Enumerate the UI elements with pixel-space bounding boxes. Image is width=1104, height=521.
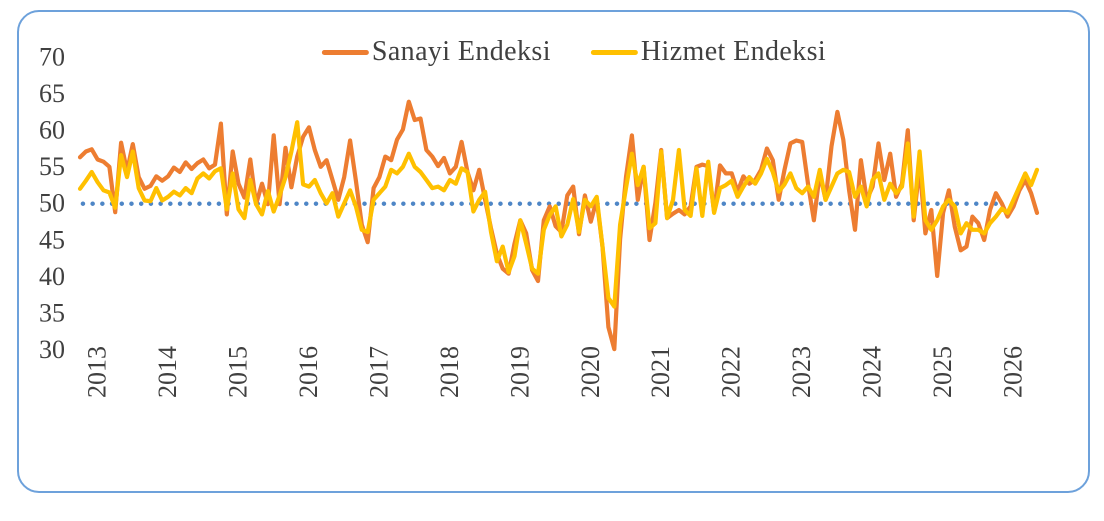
x-axis-year-label: 2026 (999, 346, 1028, 398)
y-axis-tick-label: 60 (39, 116, 65, 145)
x-axis-year-label: 2023 (787, 346, 816, 398)
legend-item-hizmet: Hizmet Endeksi (590, 36, 827, 67)
y-axis-tick-label: 35 (39, 299, 65, 328)
chart-panel (17, 10, 1090, 493)
legend-label-hizmet: Hizmet Endeksi (640, 36, 827, 67)
hizmet-line-swatch (590, 49, 638, 55)
x-axis-year-label: 2017 (364, 346, 393, 398)
x-axis-year-label: 2013 (83, 346, 112, 398)
x-axis-year-label: 2015 (224, 346, 253, 398)
x-axis-year-label: 2016 (294, 346, 323, 398)
x-axis-year-label: 2020 (576, 346, 605, 398)
x-axis-year-label: 2024 (858, 346, 887, 398)
y-axis-tick-label: 70 (39, 42, 65, 71)
y-axis-tick-label: 45 (39, 225, 65, 254)
x-axis-year-label: 2019 (505, 346, 534, 398)
y-axis-tick-label: 30 (39, 335, 65, 364)
x-axis-year-label: 2021 (646, 346, 675, 398)
x-axis-year-label: 2014 (153, 346, 182, 398)
y-axis-tick-label: 55 (39, 152, 65, 181)
x-axis-year-label: 2025 (928, 346, 957, 398)
y-axis-tick-label: 65 (39, 79, 65, 108)
x-axis-year-label: 2018 (435, 346, 464, 398)
series-line-hizmet-endeksi (77, 120, 1040, 309)
y-axis-tick-label: 50 (39, 189, 65, 218)
sanayi-line-swatch (321, 49, 369, 55)
legend-label-sanayi: Sanayi Endeksi (371, 36, 551, 67)
y-axis-tick-label: 40 (39, 262, 65, 291)
x-axis-year-label: 2022 (717, 346, 746, 398)
legend-item-sanayi: Sanayi Endeksi (321, 36, 551, 67)
chart-legend: Sanayi Endeksi Hizmet Endeksi (321, 36, 827, 67)
